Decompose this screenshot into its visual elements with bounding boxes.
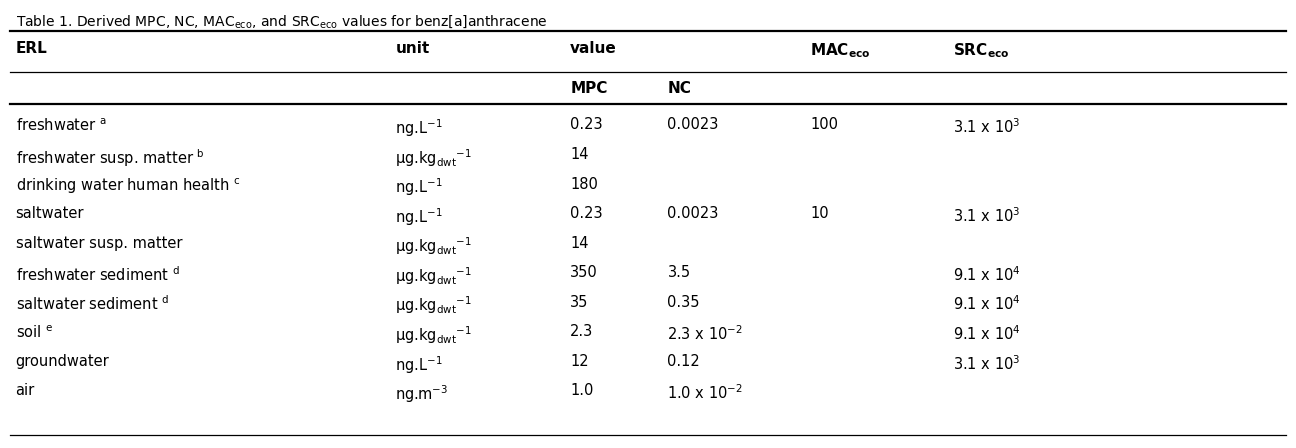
Text: 1.0 x 10$^{-2}$: 1.0 x 10$^{-2}$: [667, 383, 744, 402]
Text: 1.0: 1.0: [570, 383, 594, 398]
Text: saltwater sediment $^\mathregular{d}$: saltwater sediment $^\mathregular{d}$: [16, 295, 168, 314]
Text: ng.m$^{-3}$: ng.m$^{-3}$: [395, 383, 448, 405]
Text: 12: 12: [570, 354, 588, 369]
Text: saltwater susp. matter: saltwater susp. matter: [16, 236, 181, 250]
Text: 3.1 x 10$^3$: 3.1 x 10$^3$: [953, 117, 1020, 136]
Text: 0.23: 0.23: [570, 206, 603, 221]
Text: freshwater sediment $^\mathregular{d}$: freshwater sediment $^\mathregular{d}$: [16, 265, 180, 284]
Text: 0.23: 0.23: [570, 117, 603, 132]
Text: 350: 350: [570, 265, 597, 280]
Text: 3.1 x 10$^3$: 3.1 x 10$^3$: [953, 354, 1020, 373]
Text: ng.L$^{-1}$: ng.L$^{-1}$: [395, 354, 443, 375]
Text: ng.L$^{-1}$: ng.L$^{-1}$: [395, 117, 443, 139]
Text: groundwater: groundwater: [16, 354, 109, 369]
Text: 0.12: 0.12: [667, 354, 700, 369]
Text: unit: unit: [395, 41, 429, 56]
Text: 0.0023: 0.0023: [667, 206, 719, 221]
Text: 14: 14: [570, 236, 588, 250]
Text: freshwater susp. matter $^\mathregular{b}$: freshwater susp. matter $^\mathregular{b…: [16, 147, 205, 168]
Text: μg.kg$_\mathregular{dwt}$$^{-1}$: μg.kg$_\mathregular{dwt}$$^{-1}$: [395, 265, 472, 287]
Text: 10: 10: [810, 206, 828, 221]
Text: 2.3: 2.3: [570, 324, 594, 339]
Text: 180: 180: [570, 177, 599, 191]
Text: 9.1 x 10$^4$: 9.1 x 10$^4$: [953, 265, 1020, 284]
Text: saltwater: saltwater: [16, 206, 84, 221]
Text: drinking water human health $^\mathregular{c}$: drinking water human health $^\mathregul…: [16, 177, 240, 196]
Text: SRC$_\mathregular{eco}$: SRC$_\mathregular{eco}$: [953, 41, 1010, 60]
Text: ng.L$^{-1}$: ng.L$^{-1}$: [395, 177, 443, 198]
Text: μg.kg$_\mathregular{dwt}$$^{-1}$: μg.kg$_\mathregular{dwt}$$^{-1}$: [395, 324, 472, 346]
Text: NC: NC: [667, 81, 691, 95]
Text: 9.1 x 10$^4$: 9.1 x 10$^4$: [953, 295, 1020, 314]
Text: 14: 14: [570, 147, 588, 162]
Text: freshwater $^\mathregular{a}$: freshwater $^\mathregular{a}$: [16, 117, 106, 134]
Text: 9.1 x 10$^4$: 9.1 x 10$^4$: [953, 324, 1020, 343]
Text: air: air: [16, 383, 35, 398]
Text: MPC: MPC: [570, 81, 608, 95]
Text: ERL: ERL: [16, 41, 47, 56]
Text: 35: 35: [570, 295, 588, 310]
Text: soil $^\mathregular{e}$: soil $^\mathregular{e}$: [16, 324, 53, 341]
Text: μg.kg$_\mathregular{dwt}$$^{-1}$: μg.kg$_\mathregular{dwt}$$^{-1}$: [395, 147, 472, 168]
Text: μg.kg$_\mathregular{dwt}$$^{-1}$: μg.kg$_\mathregular{dwt}$$^{-1}$: [395, 236, 472, 257]
Text: 2.3 x 10$^{-2}$: 2.3 x 10$^{-2}$: [667, 324, 744, 343]
Text: 0.35: 0.35: [667, 295, 700, 310]
Text: μg.kg$_\mathregular{dwt}$$^{-1}$: μg.kg$_\mathregular{dwt}$$^{-1}$: [395, 295, 472, 316]
Text: value: value: [570, 41, 617, 56]
Text: ng.L$^{-1}$: ng.L$^{-1}$: [395, 206, 443, 228]
Text: 100: 100: [810, 117, 839, 132]
Text: 3.5: 3.5: [667, 265, 691, 280]
Text: 3.1 x 10$^3$: 3.1 x 10$^3$: [953, 206, 1020, 225]
Text: MAC$_\mathregular{eco}$: MAC$_\mathregular{eco}$: [810, 41, 871, 60]
Text: 0.0023: 0.0023: [667, 117, 719, 132]
Text: Table 1. Derived MPC, NC, MAC$_\mathregular{eco}$, and SRC$_\mathregular{eco}$ v: Table 1. Derived MPC, NC, MAC$_\mathregu…: [16, 13, 547, 30]
